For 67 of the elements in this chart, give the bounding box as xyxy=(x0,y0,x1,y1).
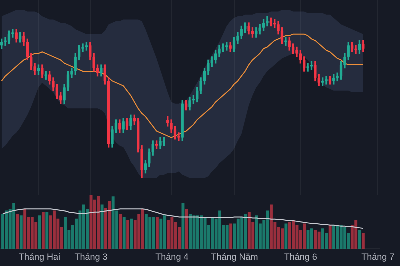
bar xyxy=(108,202,112,250)
x-tick-label: Tháng 4 xyxy=(156,252,189,262)
bar xyxy=(318,232,321,250)
bar xyxy=(86,209,90,250)
bar xyxy=(218,210,222,250)
bar xyxy=(255,216,258,250)
bar xyxy=(266,210,270,250)
bar xyxy=(46,212,49,250)
bar xyxy=(362,233,365,250)
bar xyxy=(354,220,358,250)
bar xyxy=(152,217,156,250)
bar xyxy=(292,220,296,250)
x-tick-label: Tháng 7 xyxy=(362,252,395,262)
bar xyxy=(170,217,174,250)
bar xyxy=(284,224,288,250)
bar xyxy=(53,210,56,250)
bar xyxy=(138,214,141,250)
bar xyxy=(64,217,67,250)
bar xyxy=(122,217,126,250)
bar xyxy=(200,216,204,250)
bar xyxy=(112,196,115,250)
bar xyxy=(97,196,100,250)
bar xyxy=(24,209,27,250)
bar xyxy=(42,212,45,250)
bar xyxy=(288,222,292,250)
bar xyxy=(144,214,148,250)
bar xyxy=(119,214,122,250)
bar xyxy=(185,209,188,250)
bar xyxy=(38,216,42,250)
bar xyxy=(30,217,34,250)
bar xyxy=(281,228,284,250)
bar xyxy=(332,225,336,250)
bar xyxy=(82,204,86,250)
bar xyxy=(156,217,159,250)
x-tick-label: Tháng Năm xyxy=(211,252,258,262)
bar xyxy=(148,217,152,250)
bar xyxy=(189,214,192,250)
x-tick-label: Tháng 6 xyxy=(284,252,318,262)
bar xyxy=(344,226,347,250)
bar xyxy=(5,210,8,250)
bar xyxy=(303,224,306,250)
bar xyxy=(340,225,343,250)
bar xyxy=(240,217,244,250)
bar xyxy=(2,214,4,250)
bar xyxy=(270,204,273,250)
bar xyxy=(20,216,23,250)
bar xyxy=(126,220,130,250)
bar xyxy=(12,203,16,250)
x-tick-label: Tháng 3 xyxy=(74,252,108,262)
bar xyxy=(16,214,20,250)
bar xyxy=(248,212,251,250)
bar xyxy=(163,216,166,250)
bar xyxy=(196,216,200,250)
x-tick-label: Tháng Hai xyxy=(19,252,61,262)
bar xyxy=(167,220,170,250)
bar xyxy=(310,228,314,250)
bar xyxy=(100,204,104,250)
bar xyxy=(211,217,214,250)
bar xyxy=(328,225,332,250)
bar xyxy=(336,225,340,250)
bar xyxy=(226,225,229,250)
bar xyxy=(314,230,318,250)
bar xyxy=(230,224,233,250)
bar xyxy=(204,217,207,250)
bar xyxy=(160,218,163,250)
bar xyxy=(322,228,324,250)
bar xyxy=(236,218,240,250)
